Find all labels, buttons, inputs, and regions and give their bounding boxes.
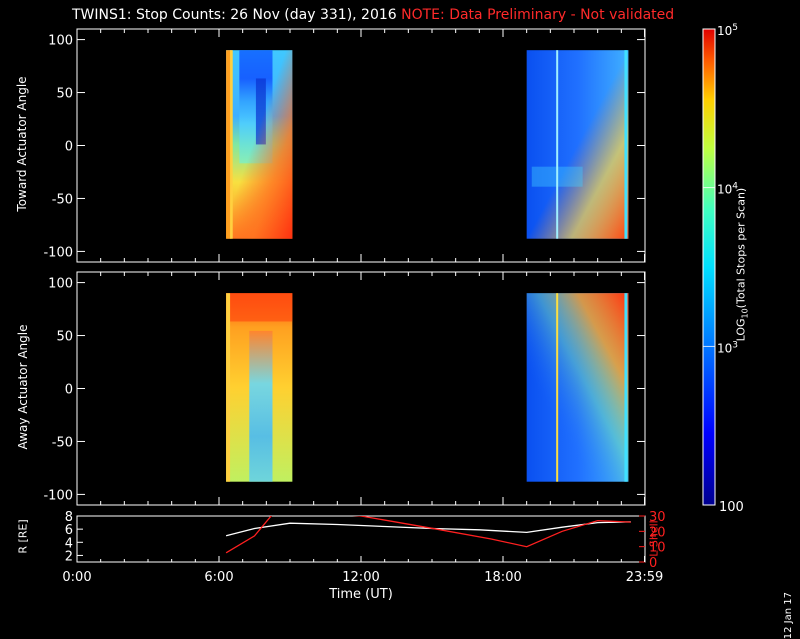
toward-ytick-label: 50 (56, 87, 73, 102)
away-heatmap-block-1 (526, 293, 629, 482)
orbit-xtick-label: 0:00 (62, 570, 91, 585)
heatmap-cells (624, 293, 628, 482)
orbit-xtick-label: 6:00 (204, 570, 233, 585)
orbit-xtick-label: 18:00 (484, 570, 521, 585)
orbit-ytick-right-label: 20 (649, 525, 666, 540)
heatmap-cells (526, 293, 629, 482)
away-ytick-label: 50 (56, 330, 73, 345)
toward-ytick-label: 0 (65, 140, 73, 155)
toward-ytick-label: -100 (43, 245, 73, 260)
orbit-ytick-right-label: 0 (649, 556, 657, 571)
colorbar-tick-label: 104 (717, 182, 738, 197)
colorbar-label-log: LOG (734, 318, 748, 342)
heatmap-cells (226, 50, 293, 239)
away-ytick-label: -100 (43, 488, 73, 503)
heatmap-cells (230, 50, 233, 239)
orbit-ytick-label: 4 (65, 536, 73, 551)
away-ytick-label: 0 (65, 383, 73, 398)
orbit-xtick-label: 12:00 (342, 570, 379, 585)
away-heatmap-block-0 (226, 293, 293, 482)
orbit-ytick-right-label: 30 (649, 510, 666, 525)
orbit-ytick-label: 8 (65, 510, 73, 525)
top-panel-ylabel: Toward Actuator Angle (15, 76, 29, 212)
orbit-ytick-label: 2 (65, 549, 73, 564)
bottom-panel-ylabel: Away Actuator Angle (16, 324, 30, 450)
toward-heatmap-block-1 (526, 50, 629, 239)
chart-title-text: TWINS1: Stop Counts: 26 Nov (day 331), 2… (72, 7, 397, 23)
colorbar-tick-label: 105 (717, 23, 738, 38)
preliminary-note: NOTE: Data Preliminary - Not validated (401, 7, 675, 23)
orbit-panel-frame (76, 515, 646, 563)
date-stamp: 12 Jan 17 (783, 592, 794, 639)
heatmap-cells (226, 50, 232, 239)
away-ytick-label: -50 (52, 435, 73, 450)
heatmap-cells (526, 50, 629, 239)
colorbar-label-quantity: (Total Stops per Scan) (734, 187, 748, 309)
heatmap-cells (249, 330, 273, 482)
colorbar-gradient (703, 29, 715, 505)
heatmap-cells (226, 293, 231, 482)
orbit-panel-ylabel-right: L Shell (647, 520, 661, 557)
heatmap-cells (556, 293, 559, 482)
colorbar-label-base: 10 (740, 308, 750, 319)
chart-title: TWINS1: Stop Counts: 26 Nov (day 331), 2… (72, 7, 674, 23)
twins-plot: 100500-50-100100500-50-100246801020300:0… (43, 23, 744, 600)
toward-heatmap-block-0 (226, 50, 293, 239)
away-ytick-label: 100 (48, 277, 73, 292)
l-shell-line (225, 516, 631, 554)
heatmap-cells (226, 293, 293, 322)
toward-ytick-label: 100 (48, 34, 73, 49)
colorbar-label: LOG10(Total Stops per Scan) (734, 165, 749, 365)
orbit-xlabel: Time (UT) (328, 587, 393, 600)
orbit-panel-ylabel: R [RE] (16, 519, 30, 554)
colorbar-tick-label: 103 (717, 340, 738, 355)
toward-ytick-label: -50 (52, 192, 73, 207)
heatmap-cells (556, 50, 559, 239)
colorbar-tick-label: 100 (719, 500, 744, 515)
orbit-xtick-label: 23:59 (626, 570, 663, 585)
orbit-ytick-label: 6 (65, 523, 73, 538)
heatmap-cells (624, 50, 628, 239)
orbit-ytick-right-label: 10 (649, 541, 666, 556)
